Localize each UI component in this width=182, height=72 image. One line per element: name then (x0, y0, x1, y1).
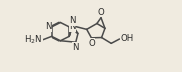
Text: N: N (45, 22, 52, 31)
Text: N: N (70, 16, 76, 25)
Text: OH: OH (120, 34, 134, 43)
Text: H$_2$N: H$_2$N (24, 34, 42, 46)
Text: O: O (88, 39, 95, 48)
Text: N: N (72, 43, 79, 52)
Text: O: O (98, 8, 104, 17)
Text: N: N (69, 22, 76, 31)
